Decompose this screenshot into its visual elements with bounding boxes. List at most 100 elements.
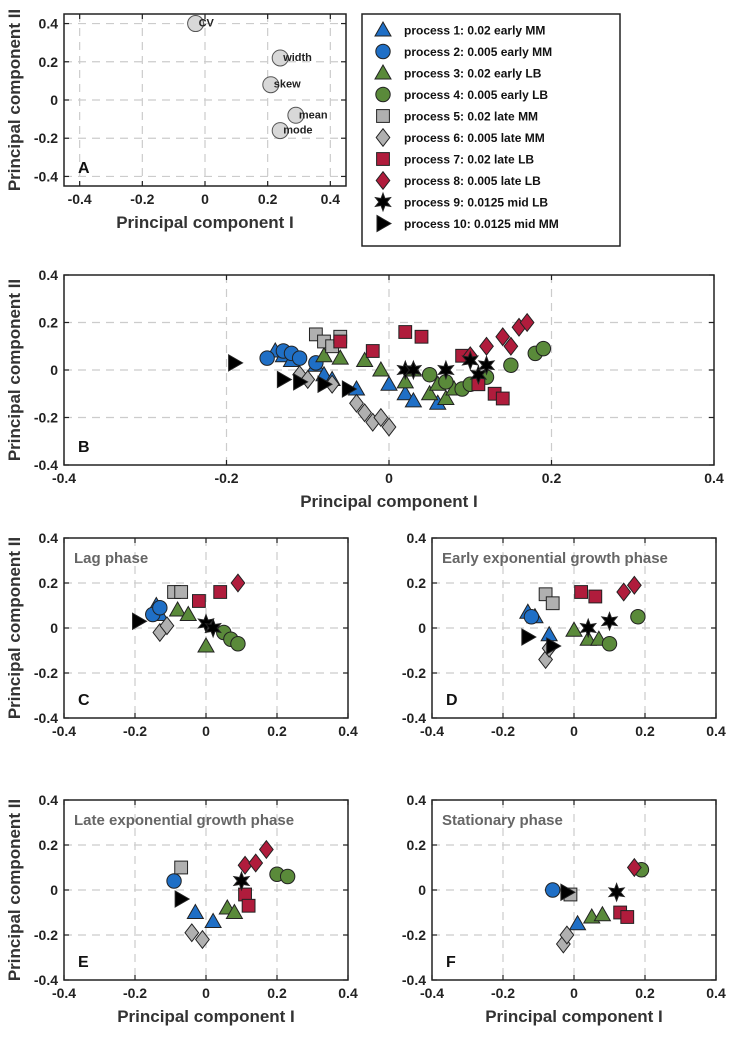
series-p2 — [145, 600, 168, 623]
point-p3 — [355, 351, 374, 367]
panel-title: Early exponential growth phase — [442, 550, 668, 567]
x-axis-label: Principal component I — [116, 213, 294, 232]
series-p7 — [192, 585, 228, 608]
point-p8 — [626, 575, 642, 595]
series-p1 — [186, 903, 222, 928]
legend-label: process 1: 0.02 early MM — [404, 24, 545, 38]
point-p8 — [616, 582, 632, 602]
x-tick-label: 0 — [202, 985, 210, 1001]
point-p10 — [317, 375, 334, 394]
point-p3 — [593, 905, 612, 922]
series-p5 — [538, 587, 560, 611]
y-tick-label: -0.4 — [34, 168, 58, 184]
series-p9 — [579, 611, 619, 639]
x-axis-label: Principal component I — [485, 1007, 663, 1026]
legend: process 1: 0.02 early MM process 2: 0.005… — [361, 13, 621, 247]
point-p10 — [228, 354, 244, 372]
point-p10 — [276, 370, 293, 389]
point-p1 — [404, 391, 423, 408]
panel-b: -0.4 -0.2 0 0.2 0.4 -0.4 -0.2 0 0.2 0.4 Principal … — [5, 267, 724, 511]
legend-marker-p9 — [374, 191, 392, 213]
variable-label: mode — [283, 125, 312, 137]
x-tick-label: -0.2 — [130, 191, 154, 207]
point-p10 — [341, 380, 358, 398]
panel-e: -0.4 -0.2 0 0.2 0.4 -0.4 -0.2 0 0.2 0.4 Principal … — [5, 792, 358, 1026]
panel-f: -0.4 -0.2 0 0.2 0.4 -0.4 -0.2 0 0.2 0.4 Principal … — [402, 792, 726, 1026]
legend-marker-p6 — [375, 127, 391, 148]
x-tick-label: 0.4 — [706, 985, 726, 1001]
series-p4 — [216, 624, 246, 652]
legend-marker-p7 — [376, 152, 390, 166]
point-p7 — [574, 585, 589, 599]
legend-marker-p3 — [374, 63, 392, 80]
x-tick-label: 0.2 — [635, 723, 655, 739]
series-p10 — [132, 612, 148, 631]
point-p6 — [349, 393, 364, 413]
panel-label: E — [78, 954, 89, 971]
point-p3 — [168, 600, 187, 617]
y-axis-label: Principal component II — [5, 9, 24, 191]
y-axis-label: Principal component II — [5, 799, 24, 981]
panel-d: -0.4 -0.2 0 0.2 0.4 -0.4 -0.2 0 0.2 0.4 Early expo… — [402, 530, 726, 739]
point-p10 — [560, 883, 576, 902]
x-tick-label: 0 — [202, 723, 210, 739]
y-tick-label: -0.4 — [402, 710, 426, 726]
series-p10 — [521, 628, 562, 655]
point-p10 — [293, 373, 309, 391]
point-p6 — [373, 407, 389, 428]
x-tick-label: 0.4 — [338, 723, 358, 739]
panel-label: A — [78, 160, 90, 177]
y-tick-label: 0.4 — [407, 792, 427, 808]
point-p9 — [232, 870, 251, 892]
point-p9 — [437, 359, 455, 381]
point-p1 — [380, 375, 398, 391]
series-p4 — [269, 866, 296, 885]
point-p1 — [186, 903, 205, 919]
series-p6 — [152, 616, 175, 643]
legend-label: process 7: 0.02 late LB — [404, 153, 534, 167]
x-tick-label: -0.4 — [420, 723, 444, 739]
y-tick-label: -0.2 — [402, 665, 426, 681]
point-p6 — [159, 616, 175, 636]
legend-label: process 9: 0.0125 mid LB — [404, 196, 548, 210]
point-p7 — [588, 589, 603, 604]
legend-label: process 6: 0.005 late MM — [404, 131, 545, 145]
point-p9 — [477, 354, 496, 376]
legend-marker-p5 — [376, 109, 390, 123]
series-p4 — [601, 609, 646, 652]
point-p8 — [519, 312, 535, 333]
point-p2 — [291, 350, 308, 366]
series-p2 — [166, 873, 182, 889]
legend-label: process 8: 0.005 late LB — [404, 174, 541, 188]
x-tick-label: -0.2 — [214, 470, 238, 486]
point-p8 — [248, 853, 264, 873]
series-p10 — [228, 354, 358, 398]
panel-label: F — [446, 954, 456, 971]
x-tick-label: -0.4 — [52, 723, 76, 739]
x-tick-label: 0.4 — [704, 470, 724, 486]
legend-marker-p10 — [376, 214, 393, 233]
y-tick-label: 0.4 — [39, 792, 59, 808]
point-p7 — [365, 344, 380, 358]
y-tick-label: 0.2 — [39, 575, 59, 591]
x-tick-label: -0.2 — [123, 985, 147, 1001]
y-tick-label: 0 — [50, 882, 58, 898]
series-p9 — [197, 613, 222, 639]
point-p2 — [523, 609, 540, 625]
series-p5 — [174, 860, 189, 875]
point-p7 — [241, 898, 256, 913]
variable-label: skew — [274, 79, 301, 91]
legend-label: process 2: 0.005 early MM — [404, 45, 552, 59]
point-p6 — [357, 403, 373, 423]
point-p4 — [503, 357, 519, 373]
point-p4 — [279, 868, 296, 885]
point-p1 — [396, 384, 415, 401]
series-p3 — [582, 905, 612, 924]
y-tick-label: 0.4 — [39, 267, 59, 283]
variable-label: mean — [299, 109, 328, 121]
point-p1 — [568, 914, 587, 931]
x-tick-label: -0.4 — [68, 191, 92, 207]
y-tick-label: 0.4 — [407, 530, 427, 546]
x-tick-label: -0.2 — [123, 723, 147, 739]
